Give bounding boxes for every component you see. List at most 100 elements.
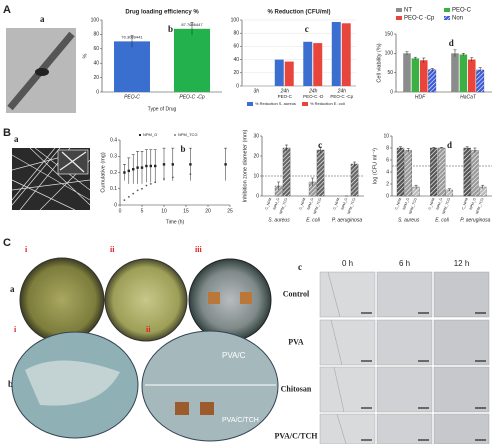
point: [123, 171, 126, 174]
y-tick-label: 100: [385, 51, 394, 57]
bar-hatch: [282, 148, 291, 196]
bar: [331, 21, 341, 87]
sample: [208, 292, 220, 304]
bar-hatch: [404, 150, 412, 196]
bar: [420, 60, 428, 92]
point: [141, 187, 143, 190]
bar: [174, 28, 210, 92]
bar-hatch: [479, 187, 487, 196]
panel-letter: d: [449, 38, 454, 48]
legend-swatch: [174, 134, 176, 136]
y-tick-label: 0.2: [110, 170, 117, 176]
bar-hatch: [309, 182, 317, 196]
y-tick-label: 20: [93, 75, 99, 81]
micrograph: [319, 413, 376, 444]
x-tick-label: E. coli: [306, 217, 321, 223]
sub-letter: a: [40, 14, 45, 24]
sub-letter: a: [14, 134, 19, 144]
x-tick-label: P. aeruginosa: [332, 217, 362, 223]
y-axis-label: Inhibition zone diameter (mm): [242, 129, 248, 202]
x-tick-label: PEO-C -Cp: [179, 94, 205, 100]
dish-label: iii: [195, 245, 202, 254]
bar: [313, 43, 323, 86]
micrograph: [433, 413, 490, 444]
y-axis-label: Cumulative (mg): [100, 152, 106, 193]
legend-label: NPM_G: [143, 132, 157, 137]
x-tick-label: S. aureus: [268, 217, 290, 223]
y-tick-label: 0: [256, 193, 259, 199]
x-tick-label: E. coli: [435, 217, 450, 223]
growth: [25, 360, 120, 406]
x-tick-label: 5: [141, 208, 144, 214]
dish-label: i: [14, 325, 17, 334]
bar-label: C_NPM: [299, 197, 307, 210]
point: [123, 199, 126, 202]
point: [162, 163, 166, 166]
x-tick-label: 20: [205, 208, 211, 214]
dish-label: i: [25, 245, 28, 254]
y-axis-label: log (CFU ml⁻¹): [372, 148, 378, 184]
y-tick-label: 100: [231, 17, 240, 23]
value-label: 70.3089441: [121, 34, 143, 39]
sub-letter: b: [8, 379, 13, 389]
point: [136, 189, 139, 192]
bar-hatch: [445, 190, 453, 196]
micrograph: [376, 319, 433, 366]
micrograph: [319, 319, 376, 366]
bar: [114, 41, 150, 92]
sample: [240, 292, 252, 304]
bar-label: NPM_TCG: [313, 197, 323, 215]
point: [127, 169, 130, 173]
micrograph: [433, 319, 490, 366]
point: [149, 182, 152, 185]
y-tick-label: 60: [233, 44, 239, 50]
y-tick-label: 0: [96, 89, 99, 95]
row-label: PVA: [288, 337, 304, 346]
bar-label: NPM_G: [469, 197, 477, 210]
bar-label: C_NPM: [461, 197, 469, 210]
x-tick-label: S. aureus: [398, 217, 420, 223]
legend-swatch: [444, 8, 450, 12]
x-tick-label: 25: [227, 208, 233, 214]
bar-hatch: [275, 186, 283, 196]
y-tick-label: 0.4: [110, 137, 117, 143]
x-sub-label: PEO-C: [278, 94, 293, 99]
legend-label: % Reduction E. coli: [310, 101, 345, 106]
panel-letter: c: [305, 24, 309, 34]
scratch-edge: [336, 413, 347, 444]
chart-title: % Reduction (CFU/ml): [268, 10, 331, 16]
dish-text: PVA/C/TCH: [222, 417, 259, 424]
y-tick-label: 8: [386, 145, 389, 151]
point: [136, 166, 139, 169]
y-tick-label: 20: [233, 70, 239, 76]
scratch-edge: [330, 319, 343, 366]
y-tick-label: 50: [387, 70, 393, 76]
point: [171, 163, 174, 166]
legend-label: % Reduction S. aureus: [255, 101, 296, 106]
y-tick-label: 150: [385, 31, 394, 37]
y-tick-label: 4: [386, 169, 389, 175]
scratch-edge: [333, 366, 345, 413]
micrograph: [319, 271, 376, 318]
micrograph: [376, 271, 433, 318]
point: [132, 192, 135, 195]
micrograph: [376, 413, 433, 444]
row-label: PVA/C/TCH: [275, 431, 319, 440]
bar: [411, 58, 420, 92]
x-sub-label: PEO-C -D: [303, 94, 324, 99]
bar-label: NPM_TCG: [408, 197, 418, 215]
time-label: 0 h: [342, 259, 353, 268]
bar: [274, 59, 284, 86]
y-tick-label: 0: [236, 83, 239, 89]
legend-label: PEO-C -Cp: [404, 16, 435, 22]
petri-dish: [141, 330, 279, 442]
x-tick-label: 10: [161, 208, 167, 214]
point: [145, 184, 148, 187]
micrograph: [433, 271, 490, 318]
dish-label: ii: [110, 245, 115, 254]
bar-label: C_NPM: [333, 197, 341, 210]
point: [163, 178, 165, 180]
panel-letter: B: [3, 127, 11, 139]
x-tick-label: HDF: [415, 94, 426, 100]
dish-text: PVA/C: [222, 351, 246, 360]
